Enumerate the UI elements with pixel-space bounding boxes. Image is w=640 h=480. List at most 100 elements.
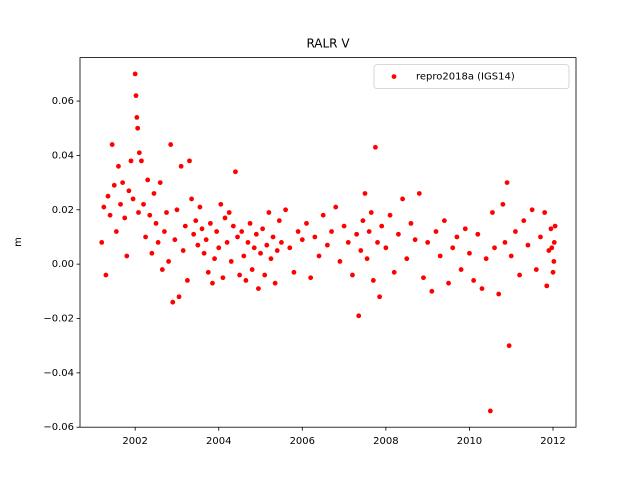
point [199, 226, 205, 232]
point [364, 256, 370, 262]
point [195, 242, 201, 248]
point [162, 229, 167, 234]
x-tick-label: 2008 [373, 436, 398, 447]
point [184, 278, 190, 283]
y-tick-label: 0.06 [52, 96, 74, 107]
point [239, 229, 245, 234]
point [178, 163, 184, 169]
point [107, 212, 113, 218]
point [124, 253, 130, 259]
plot-frame [79, 57, 577, 428]
point [187, 158, 192, 164]
point [538, 234, 543, 240]
point [222, 215, 228, 221]
point [122, 215, 128, 221]
point [245, 240, 251, 245]
point [130, 196, 136, 202]
y-tick-label: 0.02 [52, 205, 74, 216]
point [458, 267, 464, 272]
point [101, 204, 107, 210]
point [210, 280, 215, 286]
point [189, 196, 194, 202]
point [358, 248, 364, 253]
point [316, 253, 322, 259]
point [450, 245, 456, 251]
y-tick-label: −0.06 [43, 422, 74, 433]
point [135, 125, 141, 131]
point [164, 210, 169, 215]
point [362, 191, 368, 196]
legend-marker [391, 74, 397, 79]
point [149, 250, 155, 256]
point [320, 212, 326, 218]
y-tick-label: −0.04 [43, 368, 74, 379]
point [153, 220, 159, 226]
point [504, 180, 510, 186]
point [118, 201, 123, 207]
point [508, 253, 514, 259]
point [500, 201, 506, 207]
point [496, 291, 502, 297]
point [425, 240, 431, 245]
point [214, 229, 220, 234]
point [272, 280, 278, 286]
point [136, 210, 141, 215]
point [550, 269, 556, 275]
point [180, 248, 186, 253]
point [237, 272, 243, 278]
point [479, 286, 485, 291]
point [251, 245, 257, 251]
point [341, 223, 347, 229]
point [270, 234, 276, 240]
point [216, 245, 222, 251]
point [370, 278, 376, 283]
point [549, 245, 555, 251]
x-tick-label: 2002 [122, 436, 147, 447]
point [279, 240, 284, 245]
point [249, 267, 255, 272]
point [377, 294, 383, 300]
point [99, 240, 105, 245]
point [172, 237, 178, 243]
point [120, 180, 126, 186]
x-tick-label: 2004 [206, 436, 231, 447]
y-tick-label: 0.04 [52, 150, 74, 161]
point [387, 212, 393, 218]
point [287, 245, 293, 251]
point [151, 191, 157, 196]
point [139, 158, 144, 164]
x-tick-label: 2012 [540, 436, 565, 447]
point [487, 408, 493, 414]
point [506, 343, 512, 349]
point [429, 288, 435, 294]
point [109, 142, 115, 147]
point [220, 275, 226, 281]
point [113, 229, 119, 234]
point [354, 231, 360, 237]
point [264, 242, 270, 248]
point [224, 240, 230, 245]
point [304, 220, 309, 226]
point [235, 234, 240, 240]
point [212, 256, 217, 262]
point [408, 220, 414, 226]
point [191, 231, 197, 237]
series [99, 71, 558, 414]
point [454, 234, 460, 240]
point [256, 286, 261, 291]
point [228, 259, 234, 264]
point [295, 229, 301, 234]
point [366, 229, 372, 234]
point [241, 253, 247, 259]
point [521, 218, 527, 224]
chart-title: RALR V [306, 37, 350, 51]
point [168, 142, 174, 147]
point [141, 201, 146, 207]
point [197, 204, 203, 210]
point [513, 229, 518, 234]
point [471, 278, 477, 283]
point [308, 275, 314, 281]
point [441, 218, 447, 224]
point [379, 223, 385, 229]
